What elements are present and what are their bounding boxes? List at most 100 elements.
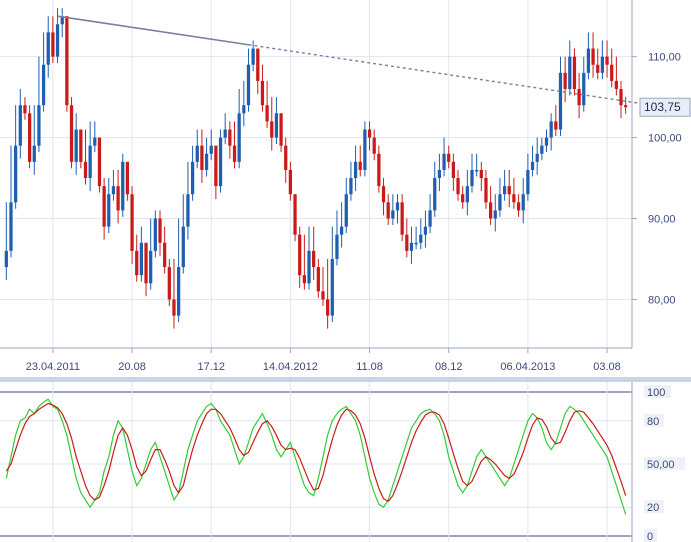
candle-body: [298, 234, 302, 276]
panel-separator[interactable]: [0, 377, 691, 382]
candle-body: [41, 64, 46, 106]
candle-body: [260, 80, 265, 106]
date-tick-label: 17.12: [197, 361, 225, 373]
candle-body: [237, 113, 241, 162]
candle-body: [507, 186, 511, 195]
date-tick-label: 06.04.2013: [500, 361, 555, 373]
date-tick-label: 20.08: [118, 361, 146, 373]
stoch-tick-box: [644, 385, 671, 398]
candle-body: [479, 169, 483, 179]
price-chart[interactable]: 80,00 90,00 100,00 110,00 23.04.2011 20.08 17…: [0, 0, 691, 380]
stoch-grid: [0, 382, 632, 542]
candle-body: [400, 202, 404, 235]
candle-body: [442, 153, 446, 170]
stochastic-chart[interactable]: 0 20 50,00 80 100: [0, 382, 691, 542]
candle-body: [488, 202, 493, 219]
candle-body: [312, 250, 316, 268]
candle-body: [214, 145, 218, 187]
candle-body: [116, 186, 120, 211]
stoch-tick-label: 20: [647, 502, 659, 514]
candle-body: [195, 145, 199, 162]
candle-body: [465, 186, 469, 203]
stoch-y-ticks: 0 20 50,00 80 100: [644, 385, 685, 542]
candle-body: [582, 72, 586, 106]
last-price-box: [639, 97, 691, 117]
date-tick-label: 03.08: [593, 361, 621, 373]
candle-body: [209, 145, 213, 154]
candle-body: [144, 242, 148, 284]
stoch-tick-box: [644, 413, 664, 427]
candle-body: [428, 210, 432, 227]
candle-body: [512, 194, 516, 203]
candle-body: [624, 105, 628, 108]
candle-body: [228, 129, 232, 146]
candle-body: [572, 56, 577, 90]
date-tick-label: 08.12: [435, 361, 463, 373]
date-tick-label: 14.04.2012: [263, 361, 318, 373]
candle-body: [163, 242, 167, 268]
candle-body: [330, 258, 334, 316]
candle-body: [423, 226, 428, 235]
last-price-text: 103,75: [644, 100, 681, 114]
candle-body: [461, 194, 465, 203]
candle-body: [405, 234, 409, 251]
candle-body: [83, 161, 88, 179]
candle-body: [367, 129, 372, 138]
candle-body: [200, 145, 204, 170]
candle-body: [353, 161, 358, 179]
candle-body: [79, 129, 83, 162]
candle-body: [27, 113, 32, 162]
candle-body: [256, 48, 260, 81]
candle-body: [167, 267, 171, 300]
stoch-tick-label: 50,00: [647, 459, 675, 471]
candle-body: [596, 64, 600, 73]
candle-body: [265, 105, 269, 122]
candle-body: [284, 145, 288, 170]
candle-body: [535, 153, 539, 162]
candle-body: [288, 169, 293, 195]
candle-body: [204, 153, 209, 170]
stoch-plot-background: [0, 382, 632, 542]
candle-body: [223, 129, 227, 138]
candle-body: [372, 137, 376, 154]
price-y-ticks: 80,00 90,00 100,00 110,00: [632, 52, 682, 306]
candle-body: [433, 178, 437, 211]
candle-body: [335, 234, 339, 259]
candle-body: [158, 218, 162, 243]
candle-body: [451, 161, 456, 179]
candle-body: [172, 299, 176, 316]
candle-body: [544, 137, 549, 146]
candle-body: [316, 267, 320, 292]
date-x-ticks: 23.04.2011 20.08 17.12 14.04.2012 11.08 08.12…: [26, 348, 621, 373]
price-tick-label: 90,00: [648, 214, 676, 226]
stoch-d-line: [5, 402, 627, 503]
candle-body: [37, 105, 41, 146]
price-tick-label: 80,00: [648, 294, 676, 306]
candle-body: [558, 72, 563, 130]
candle-body: [377, 153, 381, 187]
candle-body: [102, 186, 106, 227]
candle-body: [530, 161, 535, 170]
candle-body: [130, 194, 134, 251]
candle-body: [60, 16, 64, 25]
candle-body: [349, 178, 353, 195]
candle-body: [46, 32, 50, 65]
candle-body: [97, 137, 102, 187]
price-tick-label: 100,00: [648, 133, 682, 145]
candle-body: [475, 169, 479, 172]
candle-body: [242, 105, 246, 114]
candle-body: [176, 267, 181, 316]
candle-body: [111, 186, 116, 195]
candle-body: [614, 80, 618, 90]
candle-body: [419, 234, 423, 243]
trendline-solid: [57, 15, 249, 46]
candle-body: [74, 129, 78, 162]
candle-body: [251, 48, 255, 65]
candle-body: [107, 194, 111, 227]
candle-body: [470, 169, 474, 187]
candle-body: [88, 145, 92, 179]
candle-body: [302, 275, 306, 284]
candle-body: [381, 186, 386, 203]
candle-body: [139, 242, 144, 276]
candle-body: [456, 178, 460, 195]
